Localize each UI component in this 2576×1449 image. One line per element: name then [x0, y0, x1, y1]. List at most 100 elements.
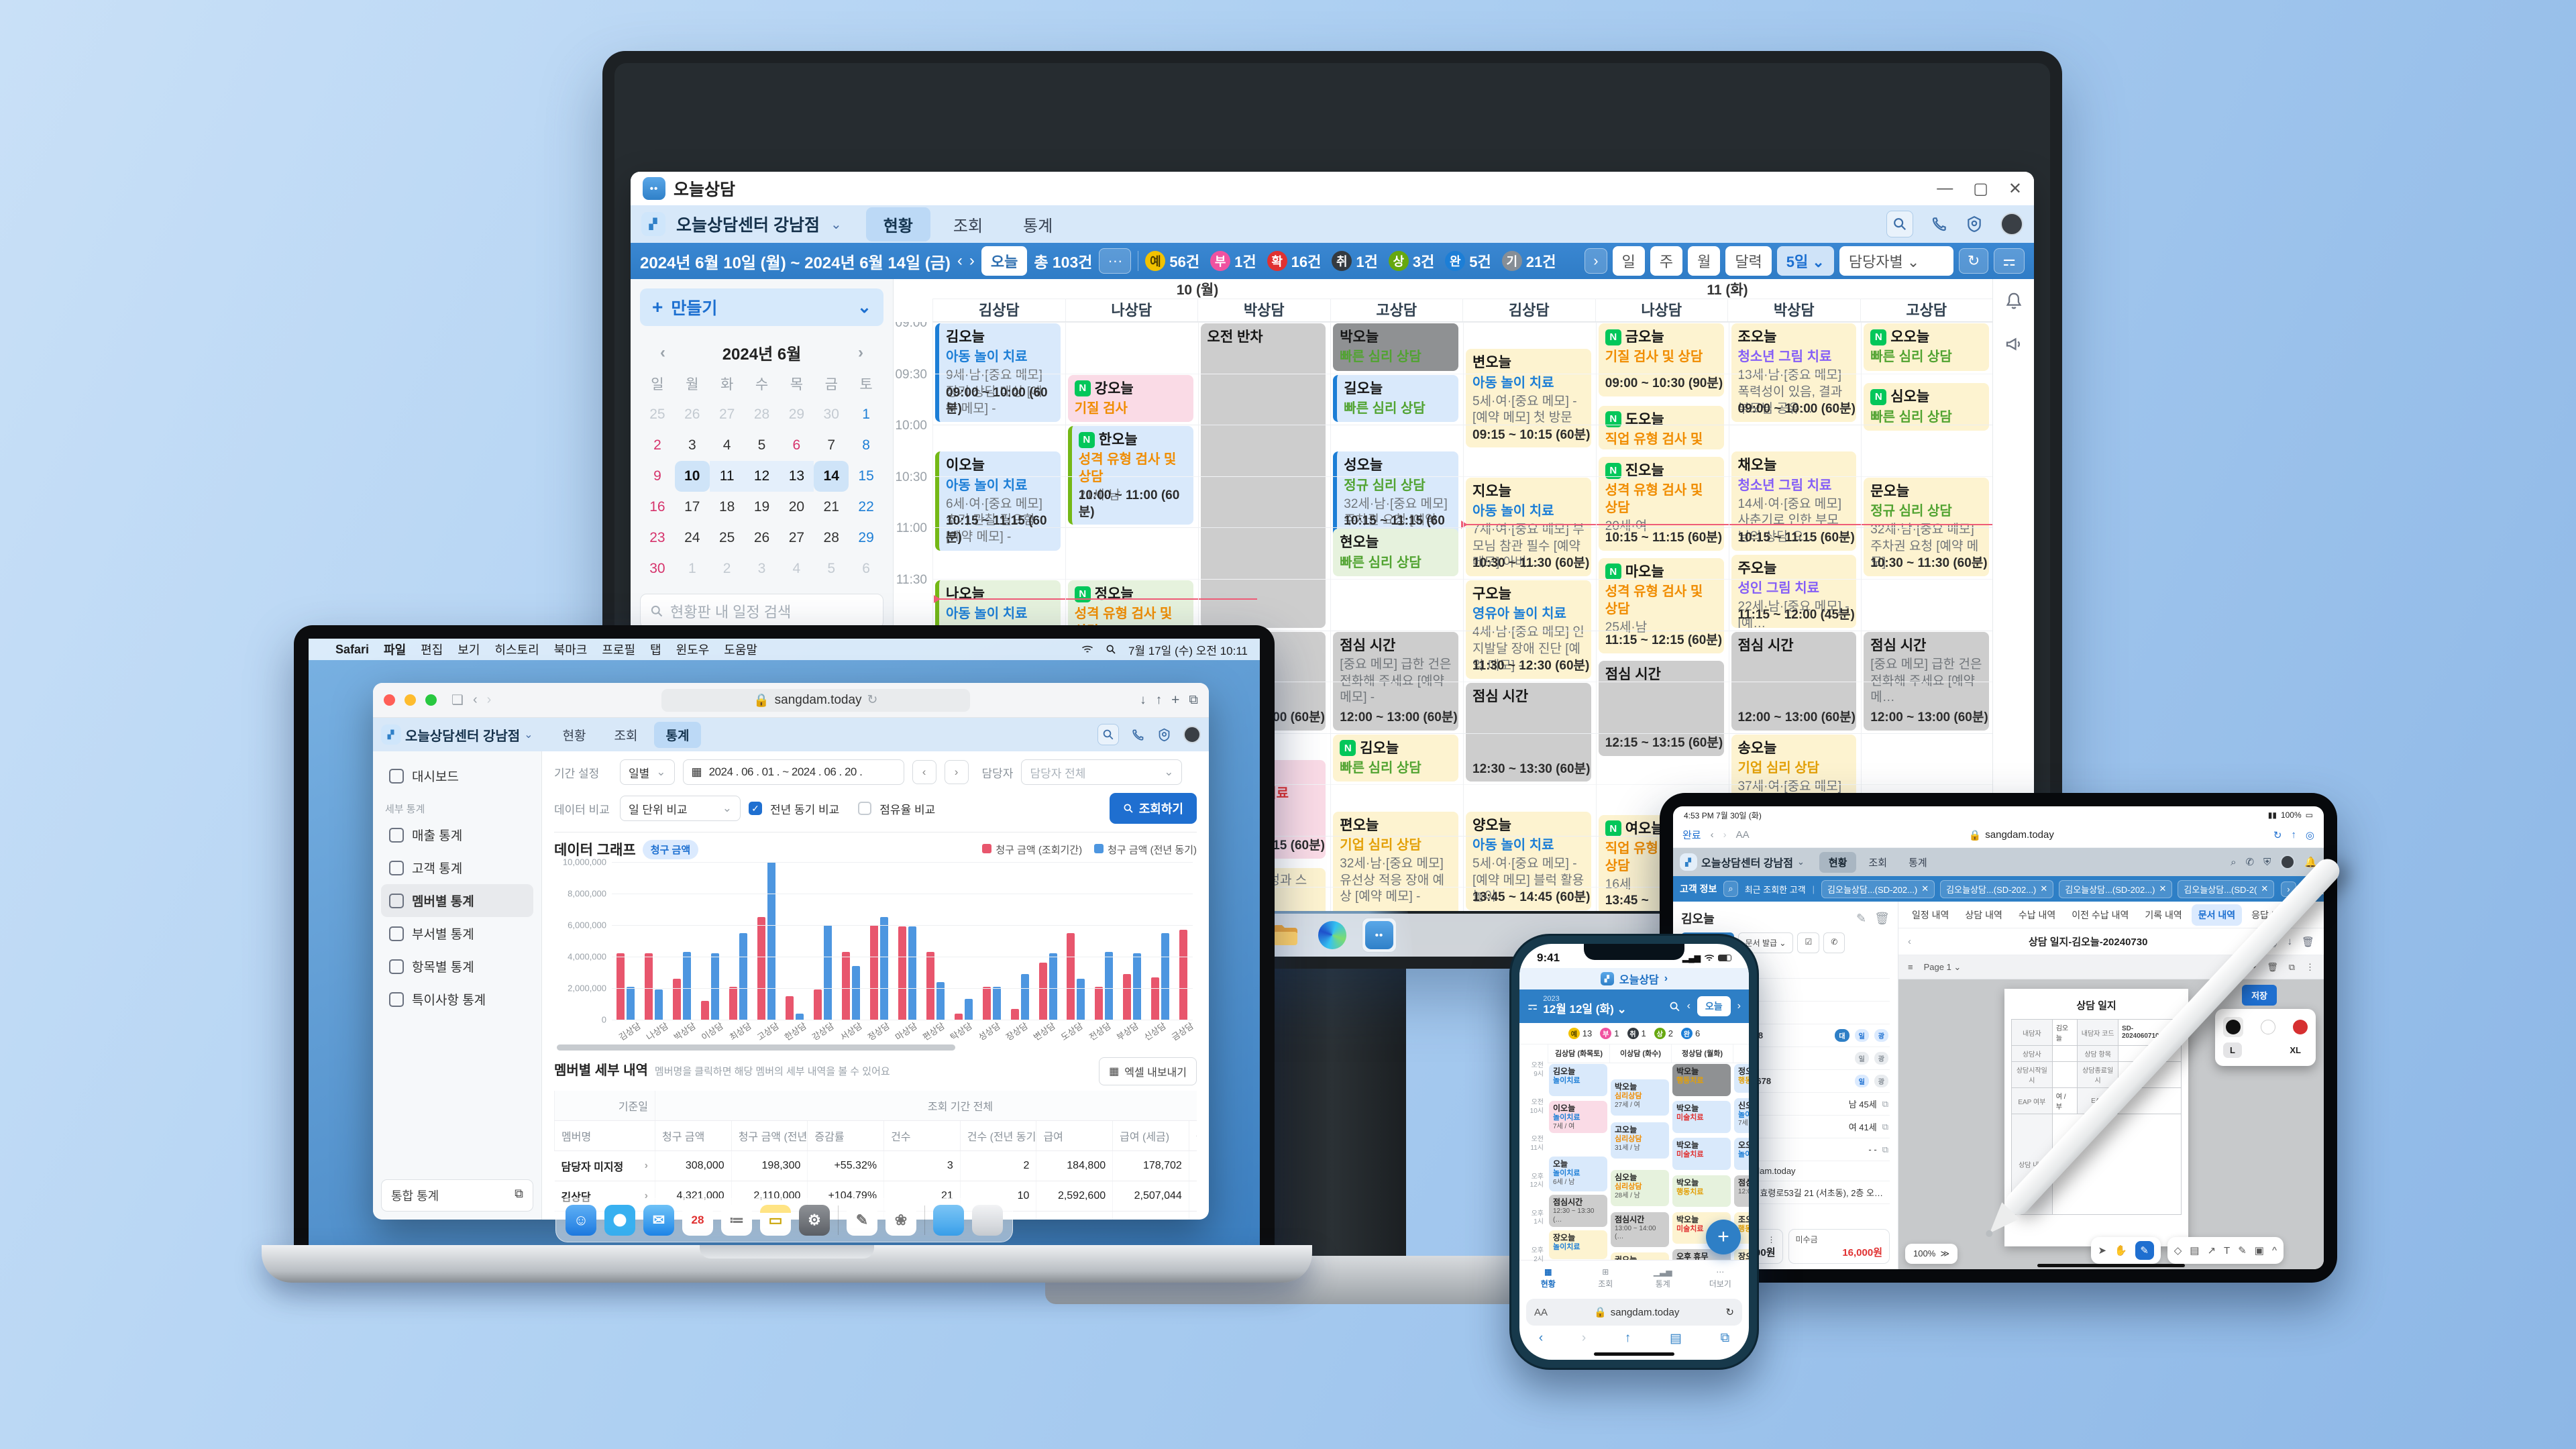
- phone-event[interactable]: 박오늘 행동치료: [1672, 1064, 1731, 1096]
- counselor-column-header[interactable]: 김상담: [932, 299, 1065, 321]
- share-checkbox[interactable]: [858, 802, 872, 815]
- notes-dock-icon[interactable]: ▭: [760, 1205, 791, 1236]
- phone-event[interactable]: 정오늘행동치료: [1734, 1064, 1749, 1093]
- more-icon[interactable]: ⋮: [2306, 961, 2314, 972]
- calendar-event[interactable]: N 오오늘 빠른 심리 상담: [1864, 323, 1989, 371]
- share-icon[interactable]: ↑: [1624, 1331, 1631, 1345]
- shield-icon[interactable]: [1157, 728, 1171, 742]
- mini-cal-day[interactable]: 18: [718, 499, 735, 515]
- customer-tab[interactable]: 김오늘상담...(SD-202...) ✕: [1940, 879, 2054, 898]
- phone-icon[interactable]: [1131, 728, 1145, 742]
- mini-cal-day[interactable]: 10: [674, 461, 710, 492]
- mini-cal-day[interactable]: 6: [792, 437, 801, 453]
- tab-현황[interactable]: 현황: [562, 729, 586, 743]
- refresh-icon[interactable]: ↻: [1725, 1307, 1734, 1318]
- phone-tab-더보기[interactable]: ⋯ 더보기: [1709, 1267, 1731, 1289]
- chevron-down-icon[interactable]: ⌄: [1796, 857, 1805, 867]
- today-button[interactable]: 오늘: [1697, 996, 1731, 1016]
- doc-tab-수납 내역[interactable]: 수납 내역: [2018, 909, 2056, 920]
- maximize-button[interactable]: ▢: [1973, 179, 1988, 198]
- menu-도움말[interactable]: 도움말: [724, 643, 757, 657]
- menu-프로필[interactable]: 프로필: [602, 643, 636, 657]
- mini-cal-day[interactable]: 24: [684, 530, 700, 545]
- more-button[interactable]: ···: [1099, 248, 1132, 274]
- download-icon[interactable]: ↓: [2287, 935, 2292, 947]
- tabs-icon[interactable]: ⧉: [1720, 1331, 1730, 1345]
- today-button[interactable]: 오늘: [981, 246, 1028, 276]
- mini-cal-day[interactable]: 30: [649, 561, 665, 576]
- phone-event[interactable]: 점심시간 13:00 ~ 14:00 (…: [1611, 1212, 1669, 1247]
- mini-cal-day[interactable]: 30: [823, 407, 839, 422]
- sidebar-item[interactable]: 특이사항 통계: [381, 983, 533, 1016]
- phone-date[interactable]: 12월 12일 (화) ⌄: [1543, 1003, 1627, 1016]
- doc-tab-상담 내역[interactable]: 상담 내역: [1965, 909, 2002, 920]
- phone-app-header[interactable]: ▞ 오늘상담 ›: [1519, 968, 1749, 989]
- yoy-checkbox[interactable]: ✓: [749, 802, 762, 815]
- calendar-event[interactable]: 구오늘 영유아 놀이 치료 4세·남·[중요 메모] 인지발달 장애 진단 [예약 …: [1466, 580, 1591, 680]
- center-name[interactable]: 오늘상담센터 강남점: [405, 729, 521, 744]
- eraser-tool[interactable]: ◇: [2174, 1245, 2182, 1256]
- prev-icon[interactable]: ‹: [957, 252, 963, 270]
- create-button[interactable]: + 만들기 ⌄: [640, 288, 883, 326]
- tab-조회[interactable]: 조회: [1868, 857, 1888, 869]
- sidebar-item[interactable]: 부서별 통계: [381, 917, 533, 950]
- edge-browser-icon[interactable]: [1315, 918, 1350, 953]
- phone-event[interactable]: 박오늘 행동치료: [1672, 1175, 1731, 1208]
- checkbox-button[interactable]: ☑: [1797, 932, 1820, 953]
- page-select[interactable]: Page 1 ⌄: [1923, 961, 1962, 972]
- share-icon[interactable]: ↑: [2291, 829, 2296, 841]
- tab-조회[interactable]: 조회: [953, 217, 983, 235]
- mini-cal-day[interactable]: 4: [722, 437, 731, 453]
- menu-Safari[interactable]: Safari: [335, 642, 370, 656]
- calendar-event[interactable]: 점심 시간 [중요 메모] 급한 건은 전화해 주세요 [예약 메… 12:00 ~…: [1864, 631, 1989, 731]
- url-field[interactable]: 🔒 sangdam.today: [1968, 829, 2054, 841]
- menu-히스토리[interactable]: 히스토리: [494, 643, 539, 657]
- settings-dock-icon[interactable]: ⚙: [799, 1205, 830, 1236]
- calendar-event[interactable]: 편오늘 기업 심리 상담 32세·남·[중요 메모] 유선상 적응 장애 예상 [예…: [1333, 811, 1458, 911]
- menu-북마크[interactable]: 북마크: [553, 643, 588, 657]
- range-select[interactable]: 5일 ⌄: [1776, 246, 1834, 276]
- trash-icon[interactable]: 🗑: [1874, 911, 1890, 925]
- more-icon[interactable]: ⋮: [1767, 1234, 1776, 1244]
- next-period-button[interactable]: ›: [944, 760, 969, 784]
- avatar[interactable]: [1183, 726, 1201, 743]
- cal-prev-icon[interactable]: ‹: [660, 343, 665, 362]
- calendar-event[interactable]: N 마오늘 성격 유형 검사 및 상담 25세·남 11:15 ~ 12:15 (60분…: [1598, 557, 1724, 653]
- view-일[interactable]: 일: [1612, 246, 1645, 276]
- counselor-column-header[interactable]: 나상담: [1065, 299, 1198, 321]
- mini-cal-day[interactable]: 29: [788, 407, 805, 422]
- prev-period-button[interactable]: ‹: [912, 760, 936, 784]
- recent-customers[interactable]: 최근 조회한 고객: [1744, 884, 1806, 895]
- trash-dock-icon[interactable]: [972, 1205, 1003, 1236]
- tab-현황[interactable]: 현황: [1819, 851, 1857, 873]
- total-stats-button[interactable]: 통합 통계 ⧉: [381, 1179, 533, 1212]
- counselor-column-header[interactable]: 박상담: [1197, 299, 1330, 321]
- lookup-button[interactable]: 조회하기: [1109, 793, 1197, 824]
- pen-size-L[interactable]: L: [2223, 1042, 2242, 1058]
- cursor-tool[interactable]: ➤: [2098, 1245, 2107, 1256]
- calendar-event[interactable]: 현오늘 빠른 심리 상담: [1333, 529, 1458, 576]
- calendar-event[interactable]: 점심 시간 12:15 ~ 13:15 (60분): [1598, 660, 1724, 756]
- calendar-event[interactable]: 조오늘 청소년 그림 치료 13세·남·[중요 메모] 폭력성이 있음, 결과 부모…: [1731, 323, 1857, 423]
- phone-icon[interactable]: [1931, 215, 1948, 233]
- tab-현황[interactable]: 현황: [865, 207, 930, 241]
- mini-cal-day[interactable]: 1: [862, 407, 870, 422]
- calendar-event[interactable]: 길오늘 빠른 심리 상담: [1333, 374, 1458, 423]
- calendar-event[interactable]: N 한오늘 성격 유형 검사 및 상담 21세·남 10:00 ~ 11:00 (60분…: [1067, 426, 1193, 525]
- phone-event[interactable]: 심오늘 심리상담 28세 / 남: [1611, 1170, 1669, 1207]
- close-traffic-light[interactable]: [384, 694, 395, 706]
- avatar[interactable]: [2280, 855, 2296, 869]
- menu-탭[interactable]: 탭: [650, 643, 661, 657]
- mini-cal-day[interactable]: 2: [722, 561, 731, 576]
- compass-icon[interactable]: ◎: [2305, 829, 2314, 841]
- maximize-traffic-light[interactable]: [425, 694, 437, 706]
- phone-event[interactable]: 권오늘심리상담23세 / 여: [1611, 1252, 1669, 1260]
- mini-cal-day[interactable]: 7: [827, 437, 836, 453]
- doc-tab-기록 내역[interactable]: 기록 내역: [2145, 909, 2182, 920]
- tab-통계[interactable]: 통계: [1909, 857, 1927, 869]
- zoom-level[interactable]: 100% ≫: [1905, 1244, 1958, 1264]
- phone-event[interactable]: 점심시간 12:30 ~ 13:30 (…: [1549, 1195, 1607, 1227]
